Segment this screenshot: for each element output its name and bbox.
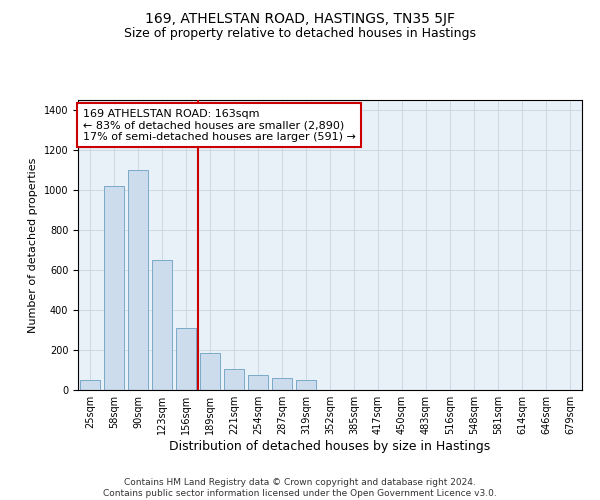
Bar xyxy=(176,328,196,390)
X-axis label: Distribution of detached houses by size in Hastings: Distribution of detached houses by size … xyxy=(169,440,491,453)
Bar xyxy=(248,375,268,390)
Bar xyxy=(152,260,172,390)
Bar xyxy=(104,186,124,390)
Text: 169, ATHELSTAN ROAD, HASTINGS, TN35 5JF: 169, ATHELSTAN ROAD, HASTINGS, TN35 5JF xyxy=(145,12,455,26)
Bar xyxy=(80,380,100,390)
Bar xyxy=(200,353,220,390)
Text: Size of property relative to detached houses in Hastings: Size of property relative to detached ho… xyxy=(124,28,476,40)
Y-axis label: Number of detached properties: Number of detached properties xyxy=(28,158,38,332)
Bar xyxy=(224,369,244,390)
Text: 169 ATHELSTAN ROAD: 163sqm
← 83% of detached houses are smaller (2,890)
17% of s: 169 ATHELSTAN ROAD: 163sqm ← 83% of deta… xyxy=(83,108,356,142)
Bar xyxy=(296,380,316,390)
Bar xyxy=(128,170,148,390)
Bar xyxy=(272,378,292,390)
Text: Contains HM Land Registry data © Crown copyright and database right 2024.
Contai: Contains HM Land Registry data © Crown c… xyxy=(103,478,497,498)
